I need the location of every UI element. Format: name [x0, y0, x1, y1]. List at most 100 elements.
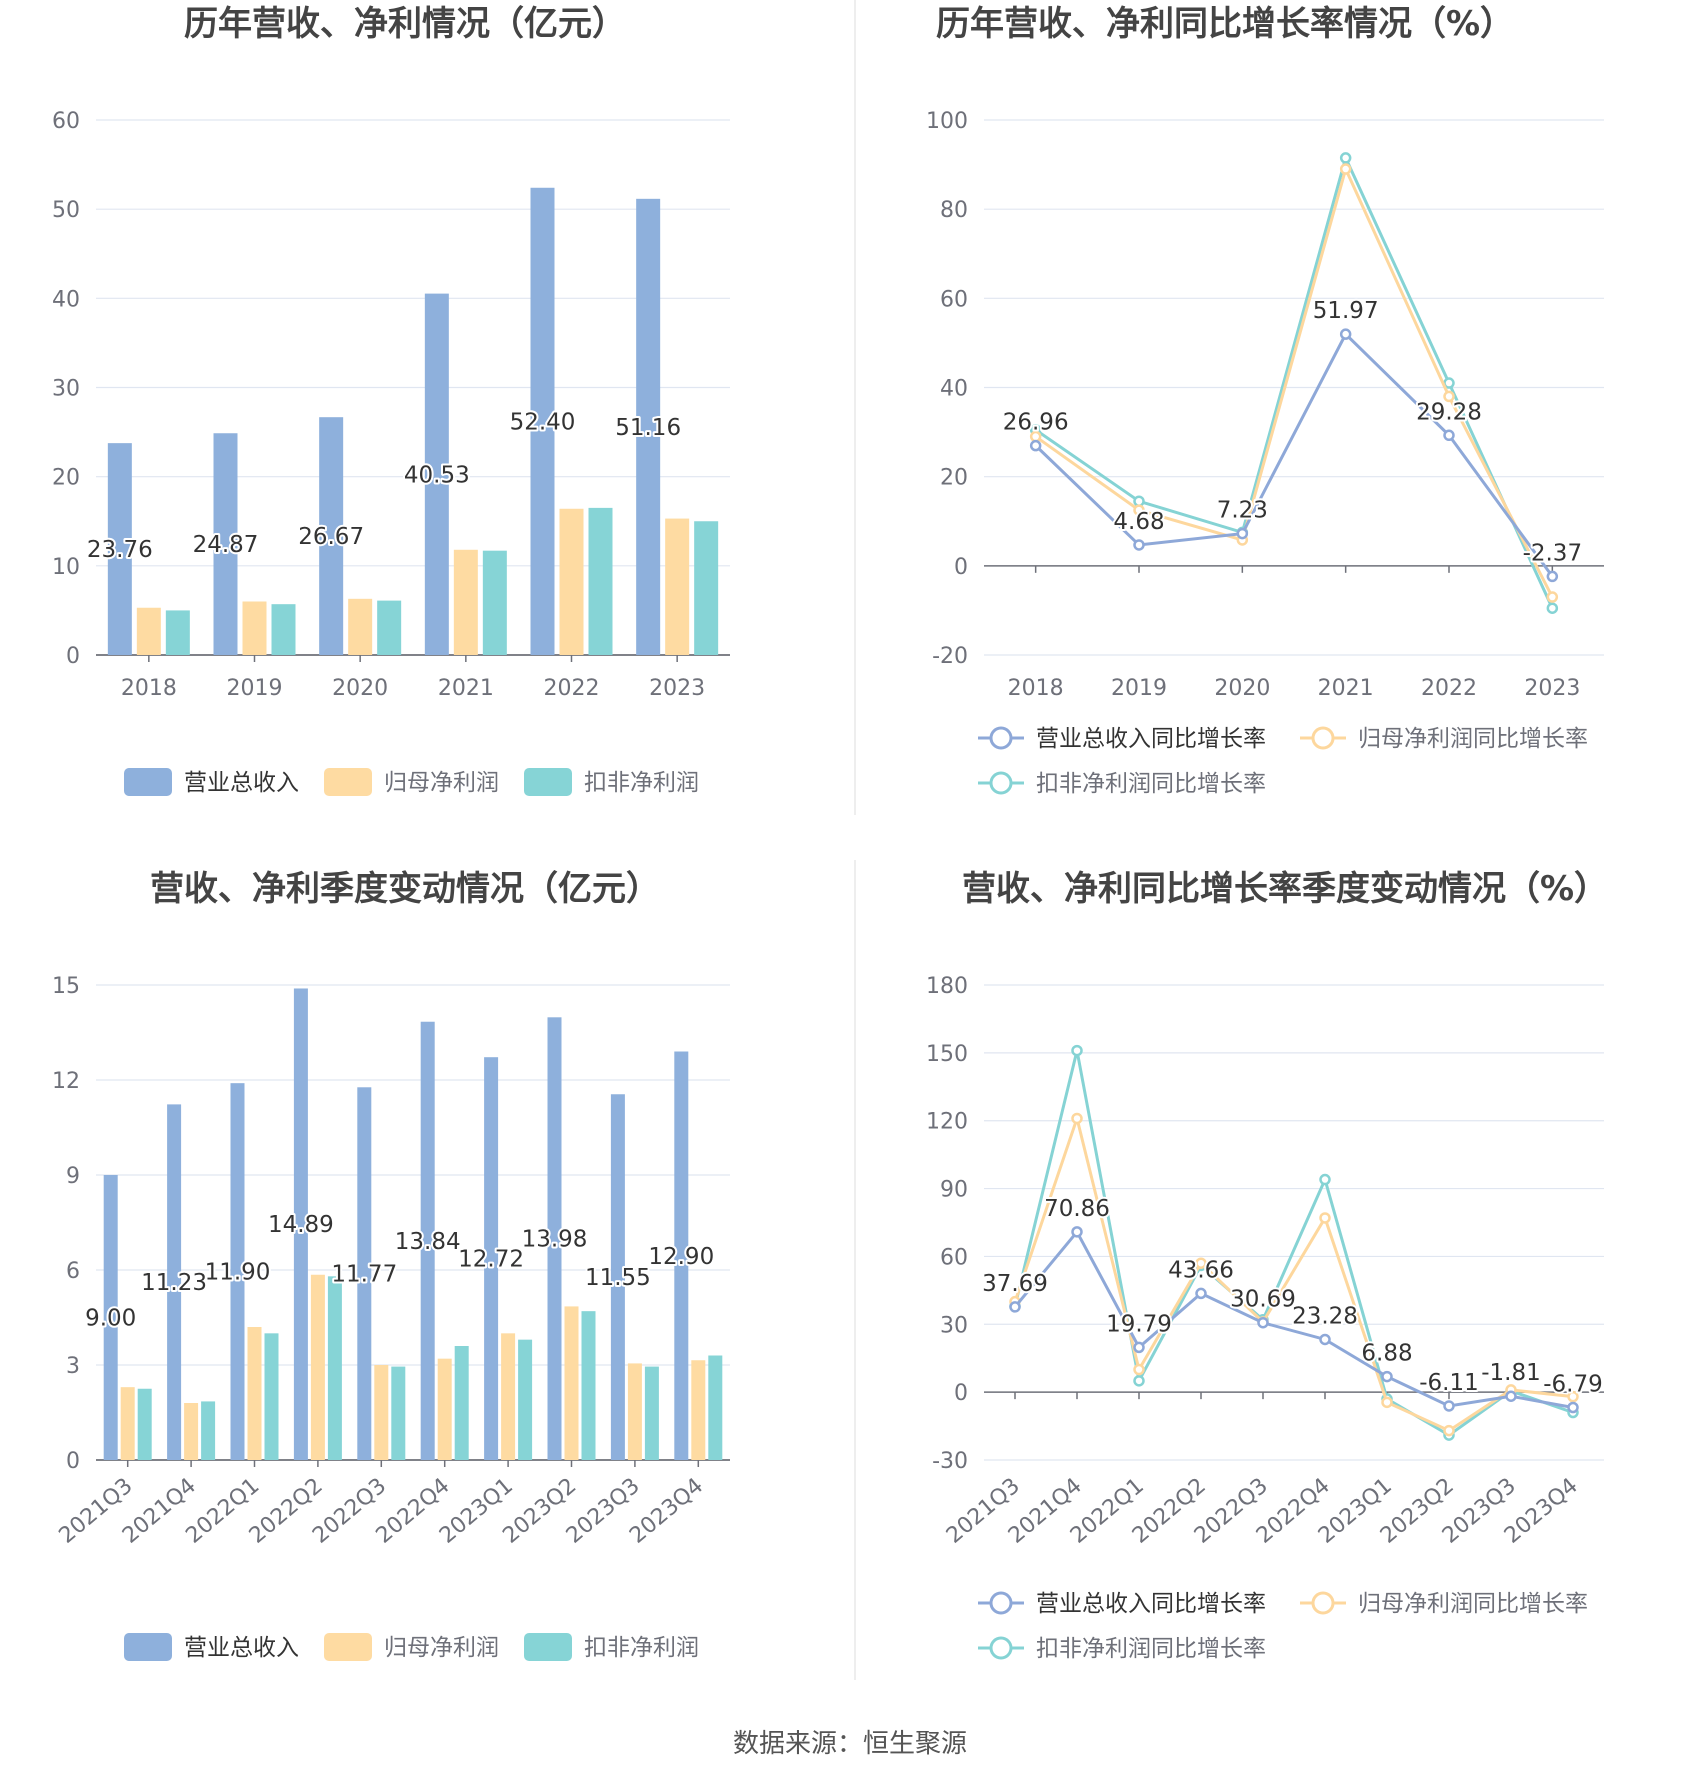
data-point — [1133, 539, 1145, 551]
chart-title: 营收、净利同比增长率季度变动情况（%） — [962, 869, 1608, 909]
y-tick-label: 12 — [52, 1069, 80, 1094]
legend-label[interactable]: 扣非净利润 — [584, 1635, 699, 1661]
legend-marker[interactable] — [1311, 726, 1335, 750]
bar — [610, 1094, 625, 1460]
data-label: 51.16 — [615, 415, 681, 441]
y-tick-label: -20 — [932, 644, 968, 669]
data-point — [1546, 591, 1559, 603]
legend-marker[interactable] — [989, 726, 1013, 750]
data-label: 40.53 — [404, 462, 470, 488]
bar — [247, 1327, 262, 1460]
y-tick-label: -30 — [932, 1449, 968, 1474]
y-tick-label: 15 — [52, 974, 80, 999]
data-point — [1505, 1390, 1517, 1402]
data-label: 70.86 — [1044, 1196, 1110, 1222]
bar — [242, 601, 267, 655]
data-point — [1195, 1257, 1207, 1269]
legend-swatch[interactable] — [324, 1633, 372, 1661]
data-point — [1133, 495, 1145, 507]
y-tick-label: 0 — [954, 555, 968, 580]
legend-label[interactable]: 营业总收入同比增长率 — [1036, 726, 1266, 752]
legend-swatch[interactable] — [324, 768, 372, 796]
legend-label[interactable]: 归母净利润同比增长率 — [1358, 726, 1588, 752]
x-tick-label: 2023 — [1524, 676, 1580, 701]
y-tick-label: 100 — [926, 109, 968, 134]
chart-title: 营收、净利季度变动情况（亿元） — [150, 869, 660, 909]
bar — [165, 610, 190, 655]
bar — [665, 518, 690, 655]
data-point — [1339, 152, 1352, 164]
y-tick-label: 150 — [926, 1042, 968, 1067]
bar — [184, 1403, 199, 1460]
bar — [107, 443, 132, 655]
bar — [581, 1311, 596, 1460]
data-label: 6.88 — [1361, 1341, 1412, 1367]
y-tick-label: 30 — [940, 1313, 968, 1338]
legend-marker[interactable] — [989, 1636, 1013, 1660]
quarterly-growth-rate-line-chart: 营收、净利同比增长率季度变动情况（%）-30030609012015018020… — [926, 869, 1608, 1662]
y-tick-label: 80 — [940, 198, 968, 223]
x-tick-label: 2020 — [332, 676, 388, 701]
x-tick-label: 2019 — [227, 676, 283, 701]
y-tick-label: 60 — [52, 109, 80, 134]
bar — [636, 198, 661, 655]
data-label: 11.23 — [141, 1270, 207, 1296]
legend-label[interactable]: 扣非净利润 — [584, 770, 699, 796]
y-tick-label: 0 — [66, 644, 80, 669]
y-tick-label: 180 — [926, 974, 968, 999]
bar — [501, 1333, 516, 1460]
bar — [374, 1365, 389, 1460]
data-point — [1339, 328, 1352, 340]
legend-label[interactable]: 营业总收入 — [184, 1635, 299, 1661]
y-tick-label: 90 — [940, 1178, 968, 1203]
legend-marker[interactable] — [1311, 1591, 1335, 1615]
y-tick-label: 20 — [940, 466, 968, 491]
legend-marker[interactable] — [989, 771, 1013, 795]
legend-swatch[interactable] — [524, 768, 572, 796]
data-point — [1443, 390, 1455, 403]
bar — [377, 600, 402, 655]
bar — [559, 508, 584, 655]
bar — [424, 293, 449, 655]
y-tick-label: 20 — [52, 466, 80, 491]
legend-swatch[interactable] — [124, 768, 172, 796]
legend-label[interactable]: 扣非净利润同比增长率 — [1036, 1636, 1266, 1662]
legend-swatch[interactable] — [124, 1633, 172, 1661]
y-tick-label: 40 — [940, 377, 968, 402]
bar — [453, 549, 478, 655]
data-label: 52.40 — [510, 409, 576, 435]
data-point — [1319, 1333, 1331, 1346]
bar — [691, 1360, 706, 1460]
bar — [588, 507, 613, 655]
bar — [644, 1366, 659, 1460]
legend-label[interactable]: 扣非净利润同比增长率 — [1036, 771, 1266, 797]
data-point — [1567, 1401, 1579, 1414]
data-label: 30.69 — [1230, 1287, 1296, 1313]
data-point — [1133, 504, 1145, 516]
legend-label[interactable]: 归母净利润 — [384, 770, 499, 796]
series-line — [1034, 331, 1554, 578]
legend-label[interactable]: 营业总收入 — [184, 770, 299, 796]
data-label: 13.98 — [522, 1227, 588, 1253]
chart-title: 历年营收、净利同比增长率情况（%） — [936, 4, 1514, 44]
x-tick-label: 2018 — [1008, 676, 1064, 701]
y-tick-label: 9 — [66, 1164, 80, 1189]
x-tick-label: 2022 — [544, 676, 600, 701]
data-label: 14.89 — [268, 1212, 334, 1238]
legend-label[interactable]: 归母净利润同比增长率 — [1358, 1591, 1588, 1617]
data-label: 43.66 — [1168, 1257, 1234, 1283]
x-tick-label: 2018 — [121, 676, 177, 701]
data-label: 7.23 — [1217, 498, 1268, 524]
x-tick-label: 2022 — [1421, 676, 1477, 701]
bar — [319, 417, 344, 655]
legend-label[interactable]: 营业总收入同比增长率 — [1036, 1591, 1266, 1617]
data-point — [1546, 570, 1559, 583]
y-tick-label: 3 — [66, 1354, 80, 1379]
data-point — [1133, 1341, 1145, 1354]
bar — [627, 1363, 642, 1460]
legend-swatch[interactable] — [524, 1633, 572, 1661]
legend-marker[interactable] — [989, 1591, 1013, 1615]
legend-label[interactable]: 归母净利润 — [384, 1635, 499, 1661]
data-point — [1319, 1173, 1331, 1186]
